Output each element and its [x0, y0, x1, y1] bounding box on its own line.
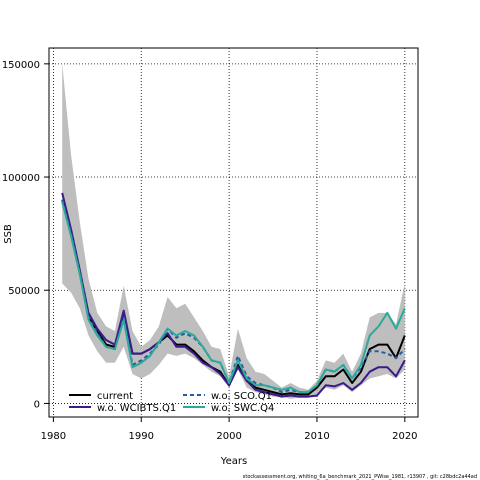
y-tick-label: 150000 [2, 60, 40, 71]
x-tick-label: 2010 [304, 431, 329, 442]
y-tick-label: 0 [34, 399, 40, 410]
x-axis-label: Years [220, 456, 247, 467]
y-tick-label: 50000 [8, 286, 40, 297]
series-line-1 [61, 192, 406, 398]
legend-label-3: w.o. SWC.Q4 [211, 403, 274, 414]
x-tick-label: 1980 [41, 431, 66, 442]
x-tick-label: 1990 [129, 431, 154, 442]
y-axis-label: SSB [3, 224, 14, 244]
series-line-3 [61, 201, 406, 394]
y-axis: 0 50000 100000 150000 [2, 60, 49, 410]
footnote: stockassessment.org, whiting_6a_benchmar… [243, 474, 477, 480]
x-axis: 1980 1990 2000 2010 2020 [41, 417, 418, 442]
x-tick-label: 2000 [216, 431, 241, 442]
plot-frame [48, 47, 419, 418]
series-lines [61, 192, 406, 398]
legend-label-0: current [97, 391, 133, 402]
legend-label-1: w.o. WCIBTS.Q1 [97, 403, 176, 414]
confidence-band [62, 63, 405, 399]
x-tick-label: 2020 [392, 431, 417, 442]
legend-label-2: w.o. SCO.Q1 [211, 391, 272, 402]
y-tick-label: 100000 [2, 173, 40, 184]
